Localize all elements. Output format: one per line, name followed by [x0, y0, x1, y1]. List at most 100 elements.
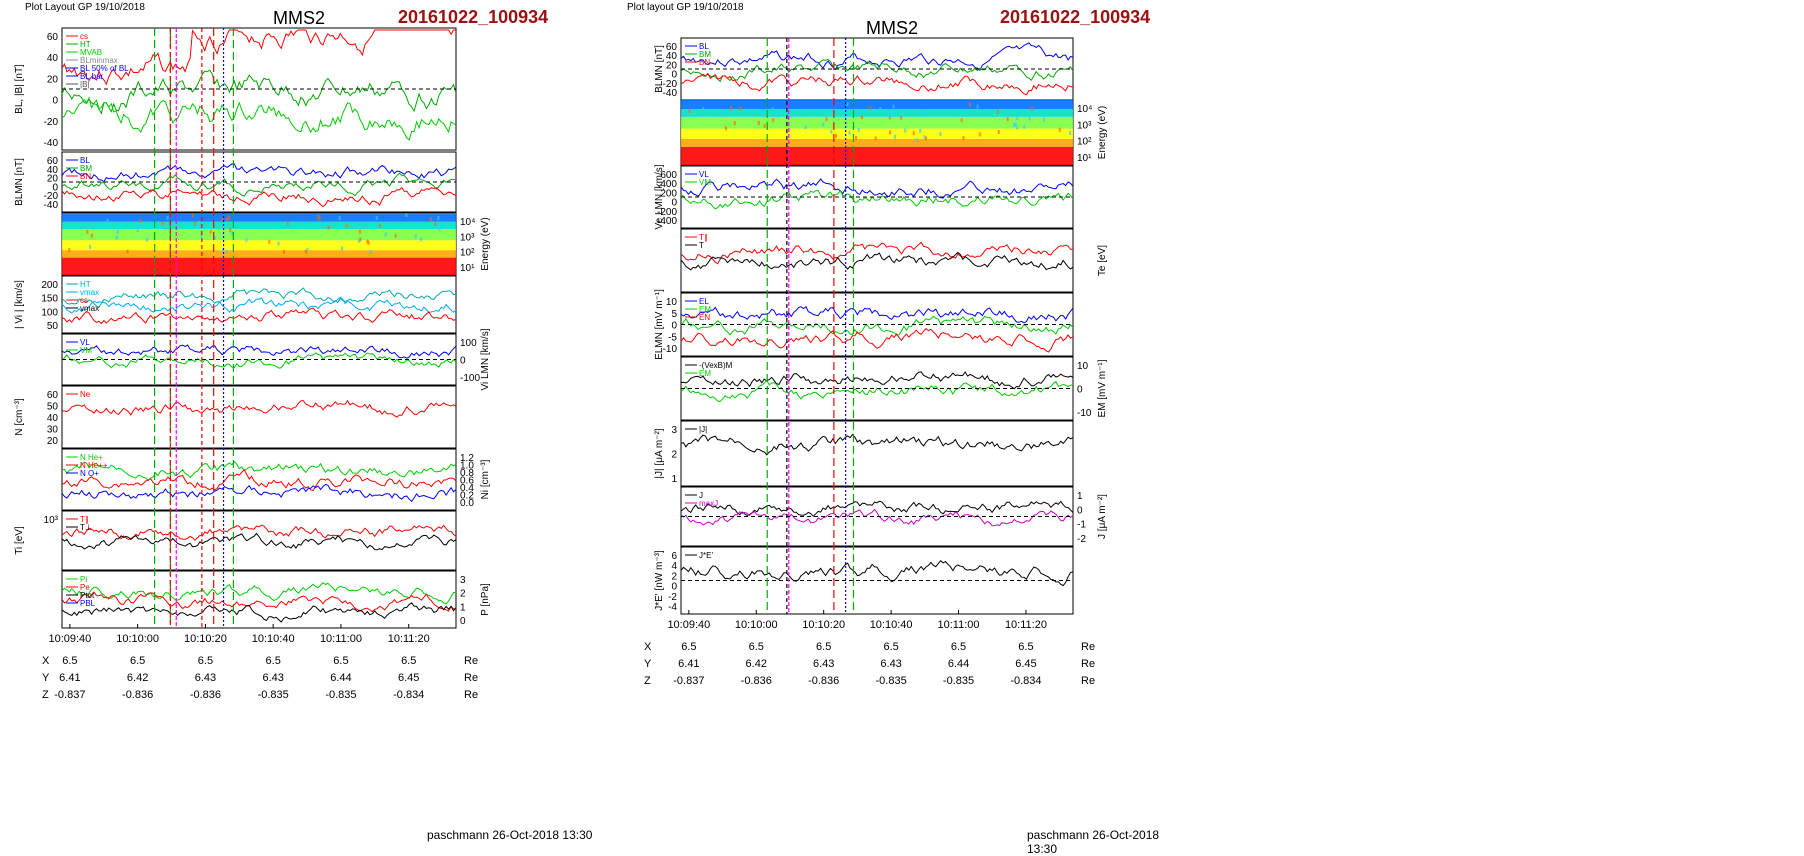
spectrogram-texture: [834, 133, 837, 138]
legend-label: BN: [80, 172, 91, 181]
spectrogram-texture: [825, 117, 828, 122]
ephemeris-value: 6.5: [198, 655, 213, 667]
spectrogram-texture: [90, 233, 93, 238]
data-trace: [61, 307, 457, 325]
event-id: 20161022_100934: [398, 7, 549, 27]
y2-tick-label: 1: [1077, 491, 1083, 502]
time-tick-label: 10:11:20: [388, 633, 430, 645]
legend-label: -(VexB)M: [699, 361, 733, 370]
time-tick-label: 10:11:20: [1005, 619, 1047, 631]
ephemeris-unit: Re: [1081, 675, 1095, 687]
y-tick-label: 60: [47, 156, 59, 167]
ephemeris-value: 6.5: [130, 655, 145, 667]
spectrogram-texture: [830, 129, 833, 134]
legend-label: vmax: [80, 304, 99, 313]
legend-label: BM: [80, 164, 92, 173]
spectrogram-texture: [848, 130, 851, 135]
legend-label: BLminmax: [80, 56, 118, 65]
spectrogram-texture: [724, 126, 727, 131]
y-tick-label: 600: [660, 170, 677, 181]
ephemeris-value: 6.41: [59, 672, 80, 684]
legend-label: T∥: [699, 233, 708, 242]
data-trace: [61, 468, 457, 492]
ephemeris-value: 6.5: [401, 655, 416, 667]
panel-frame: [61, 385, 457, 449]
panel-frame: [61, 275, 457, 334]
ephemeris-label: Z: [42, 689, 49, 701]
y-tick-label: -200: [657, 207, 677, 218]
ephemeris-value: 6.5: [333, 655, 348, 667]
ephemeris-unit: Re: [464, 655, 478, 667]
y-tick-label: 4: [671, 561, 677, 572]
legend-label: VM: [80, 346, 92, 355]
data-trace: [61, 69, 457, 115]
spectrogram-texture: [855, 135, 858, 140]
y-tick-label: 50: [47, 402, 59, 413]
y-tick-label: 1: [671, 474, 677, 485]
ephemeris-value: -0.836: [808, 675, 839, 687]
y-tick-label: -20: [663, 79, 678, 90]
y-tick-label: 0: [671, 70, 677, 81]
y2-tick-label: 0: [460, 616, 466, 627]
legend-label: Ptot: [80, 591, 95, 600]
spectrogram-texture: [405, 213, 408, 218]
y-tick-label: 100: [41, 307, 58, 318]
spectrogram-texture: [438, 227, 441, 232]
spectrogram-texture: [318, 216, 321, 221]
y-tick-label: -4: [668, 602, 677, 613]
y-tick-label: -20: [44, 191, 59, 202]
spectrogram-texture: [245, 237, 248, 242]
legend-label: BL: [699, 42, 709, 51]
ephemeris-label: Z: [644, 675, 651, 687]
spectrogram-texture: [1058, 127, 1061, 132]
spacecraft-title: MMS2: [273, 8, 326, 28]
ephemeris-value: 6.5: [883, 641, 898, 653]
spectrogram-texture: [763, 123, 766, 128]
spectrogram-texture: [892, 104, 895, 109]
ephemeris-value: 6.41: [678, 658, 699, 670]
time-tick-label: 10:10:40: [252, 633, 295, 645]
legend-label: BL bar: [80, 72, 104, 81]
ephemeris-value: 6.42: [127, 672, 148, 684]
legend-label: BL 50% of BL: [80, 64, 129, 73]
y2-tick-label: 100: [460, 338, 477, 349]
legend-label: BL: [80, 156, 90, 165]
data-trace: [680, 327, 1074, 353]
spectrogram-texture: [912, 131, 915, 136]
ephemeris-value: 6.43: [195, 672, 216, 684]
data-trace: [680, 178, 1074, 199]
spectrogram-texture: [777, 113, 780, 118]
legend-label: Ne: [80, 390, 91, 399]
y-tick-label: 0: [52, 182, 58, 193]
spectrogram-texture: [976, 104, 979, 109]
spectrogram-texture: [228, 215, 231, 220]
y-tick-label: 60: [666, 42, 678, 53]
y-tick-label: 6: [671, 551, 677, 562]
y-tick-label: 150: [41, 294, 58, 305]
spectrogram-texture: [923, 110, 926, 115]
ephemeris-value: 6.5: [749, 641, 764, 653]
y-tick-label: 20: [47, 174, 59, 185]
y2-axis-label: Te [eV]: [1097, 245, 1108, 276]
spectrogram-texture: [1016, 116, 1019, 121]
spectrogram-band: [681, 146, 1073, 165]
spectrogram-texture: [317, 214, 320, 219]
y2-tick-label: 3: [460, 575, 466, 586]
spectrogram-texture: [763, 113, 766, 118]
data-trace: [61, 296, 457, 314]
y-tick-label: 200: [660, 188, 677, 199]
y-tick-label: -400: [657, 216, 677, 227]
spectrogram-texture: [968, 102, 971, 107]
spectrogram-band: [62, 221, 456, 230]
y2-tick-label: 10²: [1077, 137, 1092, 148]
y-axis-label: BLMN [nT]: [14, 158, 25, 206]
y2-tick-label: 10¹: [1077, 153, 1092, 164]
panel-frame: [61, 510, 457, 571]
y-tick-label: 40: [47, 53, 59, 64]
spectrogram-texture: [194, 221, 197, 226]
legend-label: Pi: [80, 575, 87, 584]
y-axis-label: J*E' [nW m⁻³]: [654, 550, 665, 611]
data-trace: [680, 241, 1074, 265]
y-tick-label: 60: [47, 390, 59, 401]
spectrogram-texture: [200, 233, 203, 238]
